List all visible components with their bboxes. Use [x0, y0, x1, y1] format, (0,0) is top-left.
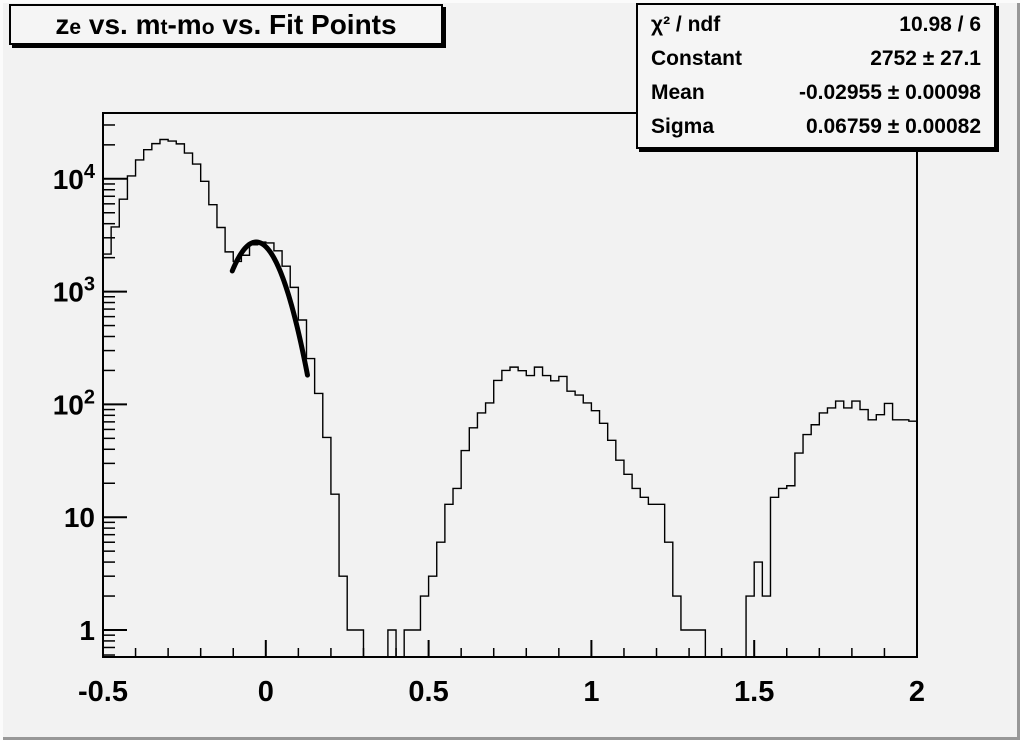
stat-value-sigma: 0.06759 ± 0.00082 [805, 115, 981, 138]
stat-label-mean: Mean [651, 81, 705, 104]
stat-value-chi2: 10.98 / 6 [899, 13, 981, 36]
title-text: -m [167, 8, 202, 40]
x-tick-label: 2 [909, 676, 925, 708]
y-tick-label: 10 [64, 502, 95, 533]
title-text: vs. Fit Points [214, 8, 397, 40]
stats-box[interactable]: χ² / ndf 10.98 / 6 Constant 2752 ± 27.1 … [636, 3, 996, 149]
x-tick-label: 1 [583, 676, 599, 708]
stat-row-chi2: χ² / ndf 10.98 / 6 [651, 13, 981, 37]
x-axis-ticks [102, 640, 918, 657]
x-tick-label: 1.5 [734, 676, 774, 708]
stat-label-chi2: χ² / ndf [651, 13, 721, 36]
fit-curve [229, 239, 310, 378]
y-tick-label: 102 [53, 386, 95, 420]
y-tick-label: 1 [79, 615, 95, 646]
title-subscript: e [69, 16, 82, 39]
histogram-line [103, 138, 917, 658]
title-subscript: o [201, 16, 215, 39]
stat-label-sigma: Sigma [651, 115, 715, 138]
title-text: vs. m [81, 8, 161, 40]
x-axis-labels: -0.5 0 0.5 1 1.5 2 [78, 676, 925, 708]
y-tick-label: 103 [53, 274, 95, 308]
title-subscript: t [160, 16, 168, 39]
stat-row-sigma: Sigma 0.06759 ± 0.00082 [651, 115, 981, 139]
plot-frame [102, 112, 918, 658]
title-text: z [55, 8, 70, 40]
stat-label-constant: Constant [651, 47, 742, 70]
y-axis-labels: 1 10 102 103 104 [53, 161, 96, 646]
stat-value-mean: -0.02955 ± 0.00098 [798, 81, 981, 104]
x-tick-label: 0.5 [408, 676, 448, 708]
x-tick-label: 0 [258, 676, 274, 708]
y-tick-label: 104 [53, 161, 96, 195]
stat-value-constant: 2752 ± 27.1 [870, 47, 981, 70]
y-axis-ticks [103, 124, 127, 656]
stat-row-constant: Constant 2752 ± 27.1 [651, 47, 981, 71]
stat-row-mean: Mean -0.02955 ± 0.00098 [651, 81, 981, 105]
x-tick-label: -0.5 [78, 676, 128, 708]
